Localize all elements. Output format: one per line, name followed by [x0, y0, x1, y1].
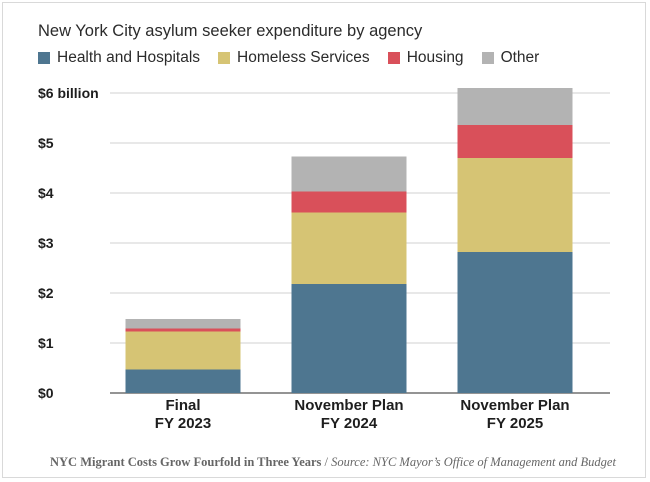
legend-swatch-health	[38, 52, 50, 64]
chart-frame	[2, 2, 646, 478]
legend-label-other: Other	[500, 49, 540, 66]
bar-segment	[125, 328, 241, 332]
legend-item-health-and-hospitals: Health and Hospitals	[38, 49, 200, 67]
bar-segment	[291, 212, 407, 284]
caption-title: NYC Migrant Costs Grow Fourfold in Three…	[50, 455, 322, 469]
legend-swatch-other	[481, 52, 494, 64]
y-tick-label: $0	[38, 385, 54, 401]
y-tick-label: $4	[38, 185, 54, 201]
chart-title: New York City asylum seeker expenditure …	[38, 22, 423, 40]
y-tick-label: $6 billion	[38, 85, 99, 101]
bar-segment	[291, 191, 407, 213]
bar-segment	[457, 252, 573, 393]
bar-segment	[125, 331, 241, 370]
legend-swatch-housing	[387, 52, 400, 64]
y-tick-label: $3	[38, 235, 54, 251]
x-tick-label: FY 2025	[487, 415, 543, 432]
bar-segment	[457, 88, 573, 125]
legend-item-housing: Housing	[387, 49, 464, 67]
bar-segment	[291, 156, 407, 192]
chart-legend: Health and Hospitals Homeless Services H…	[38, 49, 539, 67]
x-tick-label: November Plan	[460, 397, 569, 414]
x-tick-label: FY 2024	[321, 415, 378, 432]
bar-segment	[457, 158, 573, 252]
x-tick-label: November Plan	[294, 397, 403, 414]
bar-segment	[125, 369, 241, 393]
legend-label-housing: Housing	[406, 49, 464, 66]
legend-item-homeless-services: Homeless Services	[218, 49, 370, 67]
legend-label-health: Health and Hospitals	[57, 49, 201, 66]
caption-separator: /	[321, 455, 332, 469]
y-tick-label: $5	[38, 135, 54, 151]
x-tick-label: Final	[165, 397, 200, 414]
bar-segment	[125, 319, 241, 329]
caption-source: Source: NYC Mayor’s Office of Management…	[331, 455, 616, 469]
x-tick-label: FY 2023	[155, 415, 211, 432]
y-tick-label: $1	[38, 335, 54, 351]
legend-item-other: Other	[481, 49, 540, 67]
chart-caption: NYC Migrant Costs Grow Fourfold in Three…	[50, 455, 616, 470]
bar-segment	[457, 125, 573, 158]
bar-segment	[291, 284, 407, 393]
y-tick-label: $2	[38, 285, 54, 301]
legend-swatch-homeless	[218, 52, 231, 64]
legend-label-homeless: Homeless Services	[237, 49, 370, 66]
